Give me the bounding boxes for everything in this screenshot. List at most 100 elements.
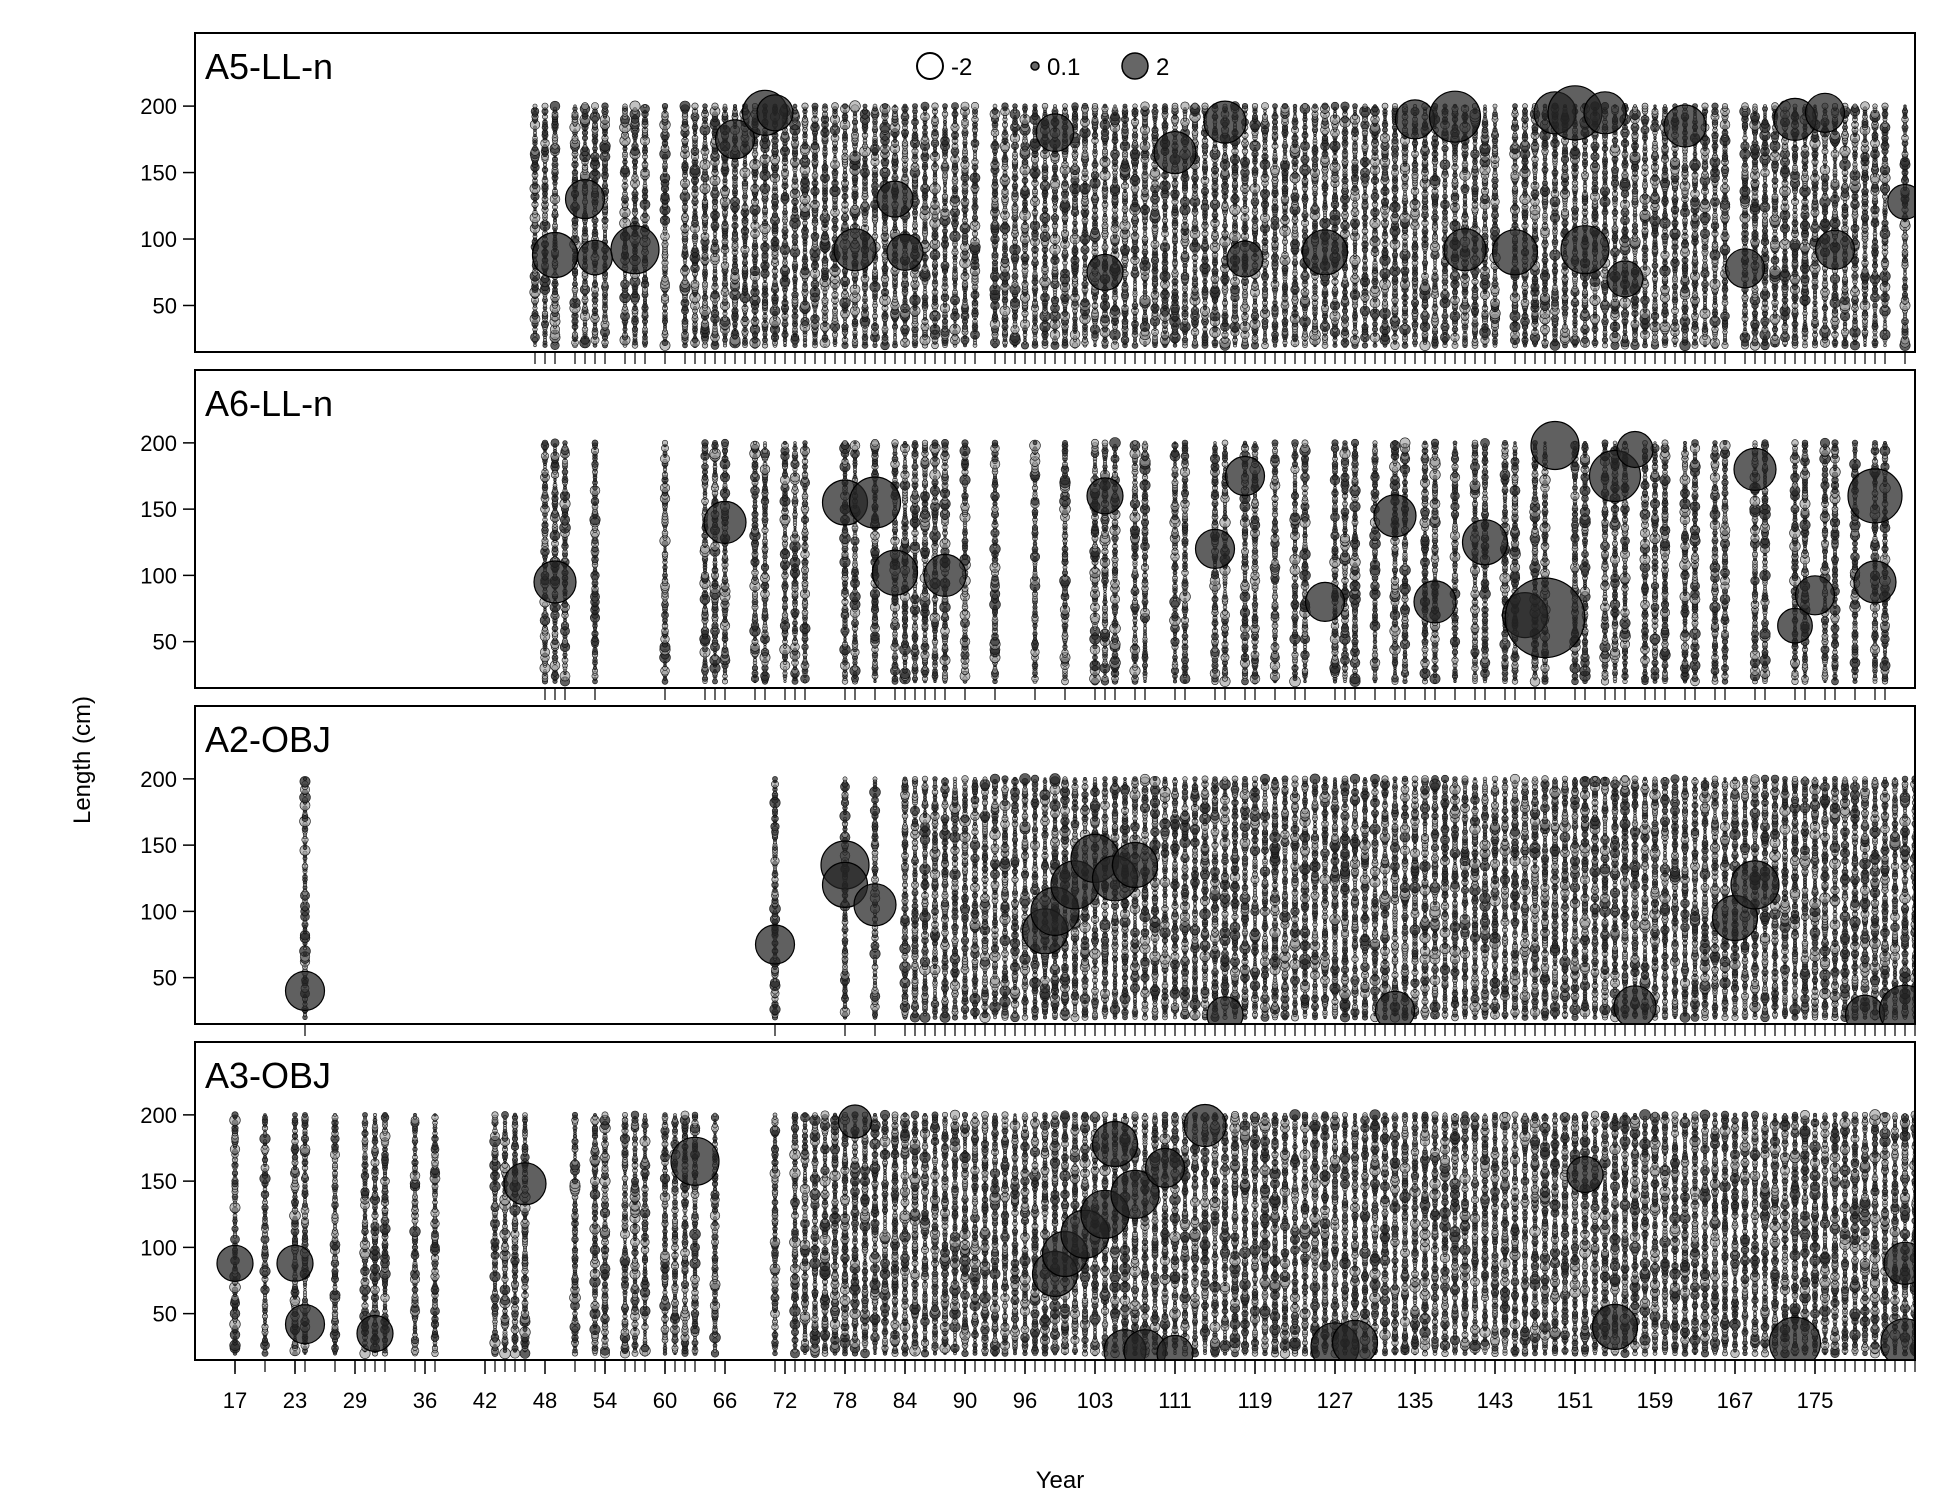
residual-point [1104, 240, 1107, 243]
residual-point [534, 344, 537, 347]
year-column [660, 103, 671, 350]
residual-point [591, 103, 598, 110]
residual-point [550, 101, 560, 111]
residual-point [703, 104, 708, 109]
residual-point [694, 278, 696, 280]
year-column [920, 102, 931, 348]
residual-point [624, 278, 627, 281]
residual-point [1023, 104, 1028, 109]
year-column [930, 103, 941, 349]
residual-point [684, 264, 687, 267]
year-column [1110, 105, 1121, 350]
residual-point [793, 104, 797, 108]
residual-point [542, 103, 548, 109]
residual-point [912, 104, 917, 109]
year-column [950, 103, 961, 348]
residual-point [1103, 104, 1107, 108]
residual-point [812, 103, 818, 109]
year-column [680, 101, 691, 348]
residual-point [932, 103, 939, 110]
residual-point [954, 323, 956, 325]
year-column [990, 104, 1000, 348]
year-column [620, 104, 631, 348]
residual-point [733, 104, 736, 107]
residual-point [630, 101, 640, 111]
year-column [800, 103, 811, 347]
year-column [690, 103, 701, 348]
year-column [890, 105, 900, 348]
residual-point [943, 104, 948, 109]
residual-point [832, 103, 839, 110]
residual-point [971, 102, 979, 110]
year-column [780, 104, 791, 347]
year-column [940, 104, 951, 348]
residual-point [1014, 150, 1017, 153]
residual-point [1024, 185, 1027, 188]
residual-point [633, 190, 636, 193]
year-column [910, 104, 921, 348]
year-column [760, 104, 771, 349]
year-column [1010, 104, 1021, 348]
residual-point [743, 203, 746, 206]
residual-point [693, 336, 696, 339]
residual-point [1054, 214, 1057, 217]
year-column [1120, 104, 1130, 348]
residual-point [924, 171, 927, 174]
residual-point [784, 190, 787, 193]
residual-point [692, 103, 698, 109]
year-column [570, 105, 581, 348]
year-column [530, 104, 540, 347]
year-column [540, 103, 551, 348]
residual-point [1064, 267, 1067, 270]
residual-point [574, 105, 577, 108]
residual-point [643, 105, 646, 108]
residual-point [894, 105, 897, 108]
residual-point [1064, 179, 1066, 181]
residual-point [694, 280, 697, 283]
panel-plot-area [530, 86, 1923, 351]
residual-point [863, 104, 867, 108]
year-column [880, 103, 891, 349]
year-column [640, 104, 650, 347]
residual-point [1042, 103, 1048, 109]
residual-point [582, 103, 589, 110]
residual-point [882, 103, 887, 108]
residual-point [1094, 344, 1097, 347]
year-column [970, 102, 981, 347]
residual-point [894, 333, 897, 336]
residual-point [533, 104, 537, 108]
residual-point [644, 160, 647, 163]
residual-point [1063, 104, 1068, 109]
year-column [580, 103, 591, 348]
year-column [590, 103, 601, 348]
year-column [550, 101, 560, 350]
residual-point [974, 171, 977, 174]
year-column [810, 103, 820, 348]
year-column [630, 101, 641, 348]
year-column [820, 104, 830, 348]
year-column [900, 104, 910, 348]
residual-point [623, 104, 628, 109]
residual-point [1053, 245, 1056, 248]
residual-point [1082, 103, 1088, 109]
residual-point [734, 214, 737, 217]
year-column [830, 103, 841, 347]
year-column [1020, 104, 1031, 349]
residual-point [850, 101, 861, 112]
year-column [840, 104, 851, 349]
residual-point [802, 103, 808, 109]
residual-point [934, 115, 937, 118]
year-column [960, 102, 971, 347]
residual-point [1013, 104, 1018, 109]
year-column [600, 103, 611, 348]
year-column [770, 104, 781, 347]
year-column [1080, 103, 1091, 347]
residual-point [704, 195, 707, 198]
residual-point [823, 104, 828, 109]
residual-point [602, 103, 609, 110]
year-column [1090, 103, 1101, 347]
residual-point [1024, 339, 1027, 342]
